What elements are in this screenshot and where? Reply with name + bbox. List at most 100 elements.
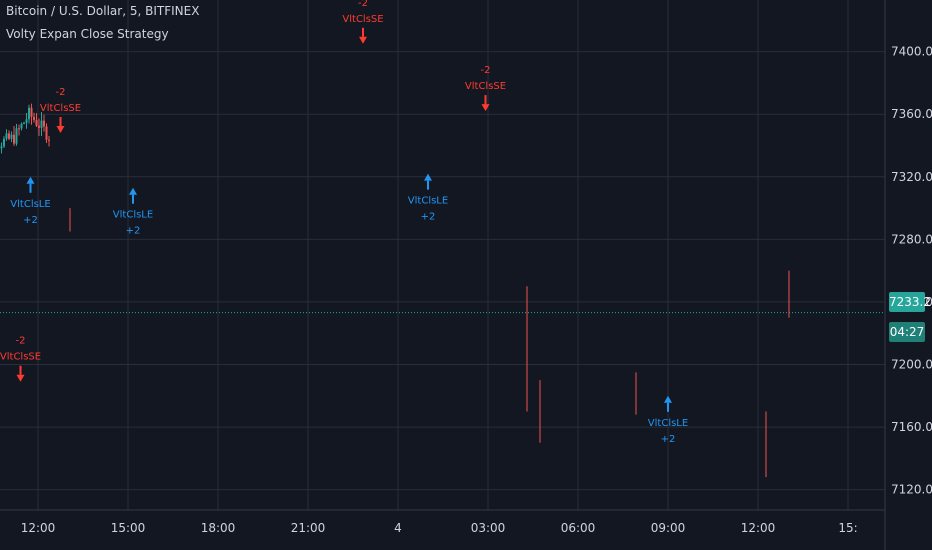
time-axis: 12:00 15:00 18:00 21:00 4 03:00 06:00 09:00 12:0… [21,521,858,535]
x-tick-label: 12:00 [741,521,776,535]
candle-body [5,133,8,139]
candle-body [25,119,28,123]
candle-body [40,120,43,128]
x-tick-label: 18:00 [201,521,236,535]
candle [25,112,28,129]
y-tick-label: 7320.0 [891,170,932,184]
long-entry-signal: VltClsLE +2 [408,173,448,223]
candle [43,114,45,132]
candle-body [45,126,48,140]
arrow-down-icon [16,374,25,382]
candle-body [33,116,35,121]
candle-body [18,128,20,130]
y-tick-label: 7120.0 [891,483,932,497]
arrow-up-icon [664,395,672,403]
x-tick-label: 21:00 [291,521,326,535]
candle-body [15,128,18,144]
candle [35,113,38,127]
arrow-shaft [132,194,134,204]
signal-label: VltClsSE [465,81,506,92]
x-tick-label: 15:00 [111,521,146,535]
signal-label: VltClsLE [10,199,50,210]
arrow-shaft [19,365,22,375]
candle [45,123,48,144]
signal-label: VltClsLE [648,418,688,429]
y-tick-label: 7280.0 [891,232,932,246]
candle [48,135,50,147]
arrow-up-icon [424,173,432,181]
candle [30,103,33,125]
candle [38,118,40,136]
candle [40,111,43,136]
chart-title: Bitcoin / U.S. Dollar, 5, BITFINEX [6,4,200,18]
candle [23,121,25,125]
candles [0,103,790,478]
y-tick-label: 7160.0 [891,420,932,434]
y-tick-label: 7200.0 [891,358,932,372]
vertical-grid [37,0,849,510]
arrow-shaft [29,183,32,193]
arrow-shaft [362,27,364,37]
y-tick-label: 7400.0 [891,45,932,59]
strategy-signals: VltClsLE +2 VltClsSE -2 VltClsLE +2 VltClsSE -2… [0,0,688,445]
candle [15,123,18,146]
arrow-up-icon [129,187,137,195]
arrow-up-icon [26,176,35,184]
candle [33,112,35,123]
candle [13,126,15,146]
signal-qty: -2 [358,0,368,9]
x-tick-label: 06:00 [561,521,596,535]
strategy-name[interactable]: Volty Expan Close Strategy [6,27,169,41]
candle [3,136,5,148]
arrow-shaft [427,180,429,190]
candle-body [28,107,30,120]
signal-qty: -2 [56,87,66,98]
candle-body [10,134,13,139]
candle-body [38,125,40,128]
short-entry-signal: VltClsSE -2 [0,336,41,382]
signal-label: VltClsLE [113,210,153,221]
arrow-down-icon [56,125,65,133]
short-entry-signal: VltClsSE -2 [40,87,81,133]
signal-qty: +2 [661,434,676,445]
arrow-shaft [667,402,669,412]
arrow-down-icon [359,36,367,44]
signal-qty: +2 [126,226,141,237]
signal-label: VltClsLE [408,196,448,207]
candle [18,124,20,136]
candle-body [13,134,15,144]
signal-qty: +2 [23,215,38,226]
bar-countdown-badge: 04:27 [889,322,925,342]
candle-body [23,122,25,124]
candle [0,142,3,154]
candle-body [30,107,33,117]
candle [28,104,30,124]
short-entry-signal: VltClsSE -2 [465,65,506,112]
long-entry-signal: VltClsLE +2 [648,395,688,445]
candle-body [43,120,45,127]
candle-body [48,139,50,141]
candle [20,122,23,131]
arrow-shaft [484,95,487,105]
candle-body [3,138,5,147]
x-tick-label: 15: [838,521,857,535]
signal-qty: +2 [421,212,436,223]
signal-label: VltClsSE [40,103,81,114]
x-tick-label: 03:00 [471,521,506,535]
last-price-badge: 7233.2 [889,292,931,312]
signal-qty: -2 [16,336,26,347]
signal-label: VltClsSE [0,352,41,363]
arrow-shaft [59,116,62,126]
horizontal-grid [0,51,885,491]
y-tick-label: 7360.0 [891,107,932,121]
price-axis: 7120.07160.07200.07240.07280.07320.07360… [891,45,932,497]
x-tick-label: 12:00 [21,521,56,535]
x-tick-label: 4 [394,521,402,535]
signal-label: VltClsSE [342,14,383,25]
short-entry-signal: VltClsSE -2 [342,0,384,44]
candle-body [0,146,3,149]
candle [10,131,13,143]
long-entry-signal: VltClsLE +2 [113,187,153,237]
